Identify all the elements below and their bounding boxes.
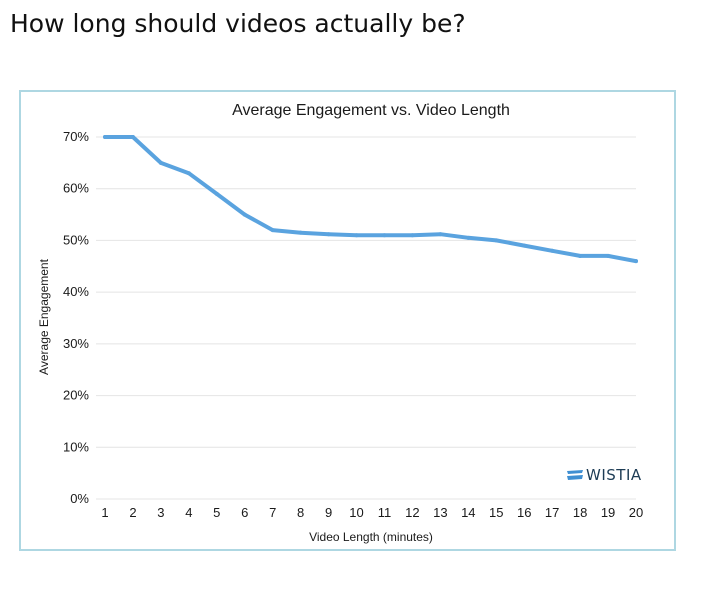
x-tick-label: 18 xyxy=(573,505,587,520)
data-point xyxy=(186,171,191,176)
data-point xyxy=(326,232,331,237)
x-tick-label: 2 xyxy=(129,505,136,520)
data-point xyxy=(130,135,135,139)
page-heading: How long should videos actually be? xyxy=(10,9,466,38)
x-tick-label: 5 xyxy=(213,505,220,520)
y-axis-label: Average Engagement xyxy=(37,258,51,375)
data-point xyxy=(354,233,359,238)
series-layer xyxy=(103,135,638,264)
x-tick-label: 8 xyxy=(297,505,304,520)
x-tick-label: 17 xyxy=(545,505,559,520)
data-point xyxy=(382,233,387,238)
x-tick-label: 19 xyxy=(601,505,615,520)
x-tick-label: 20 xyxy=(629,505,643,520)
chart-frame xyxy=(19,90,676,551)
data-point xyxy=(214,191,219,196)
y-tick-label: 40% xyxy=(63,284,89,299)
x-axis-label: Video Length (minutes) xyxy=(309,530,433,544)
data-point xyxy=(578,253,583,258)
x-tick-label: 7 xyxy=(269,505,276,520)
x-tick-label: 13 xyxy=(433,505,447,520)
y-tick-label: 0% xyxy=(70,491,89,506)
data-point xyxy=(550,248,555,253)
y-tick-labels: 0% 10% 20% 30% 40% 50% 60% 70% xyxy=(63,129,89,506)
grid-lines xyxy=(96,136,636,500)
data-point xyxy=(298,230,303,235)
x-tick-label: 11 xyxy=(378,505,392,520)
data-point xyxy=(103,135,107,139)
wistia-watermark: WISTIA xyxy=(566,466,642,484)
x-tick-label: 1 xyxy=(101,505,108,520)
x-tick-label: 3 xyxy=(157,505,164,520)
wistia-logo-text: WISTIA xyxy=(586,466,642,484)
data-point xyxy=(410,233,415,238)
y-tick-label: 50% xyxy=(63,232,89,247)
x-tick-label: 16 xyxy=(517,505,531,520)
data-point xyxy=(466,235,471,240)
x-tick-label: 4 xyxy=(185,505,192,520)
x-tick-label: 15 xyxy=(489,505,503,520)
y-tick-label: 70% xyxy=(63,129,89,144)
data-point xyxy=(522,243,527,248)
data-point xyxy=(606,253,611,258)
data-point xyxy=(634,259,638,264)
y-tick-label: 10% xyxy=(63,439,89,454)
x-tick-label: 14 xyxy=(461,505,475,520)
data-point xyxy=(158,160,163,165)
data-point xyxy=(438,232,443,237)
y-tick-label: 30% xyxy=(63,336,89,351)
x-tick-label: 6 xyxy=(241,505,248,520)
series-line xyxy=(103,135,638,264)
data-point xyxy=(270,228,275,233)
x-tick-label: 9 xyxy=(325,505,332,520)
wistia-logo-icon xyxy=(567,470,583,480)
x-tick-labels: 1 2 3 4 5 6 7 8 9 10 11 12 13 14 15 16 17 18 19 20 xyxy=(101,505,643,520)
y-tick-label: 20% xyxy=(63,388,89,403)
x-tick-label: 12 xyxy=(405,505,419,520)
data-point xyxy=(494,238,499,243)
y-tick-label: 60% xyxy=(63,181,89,196)
x-tick-label: 10 xyxy=(349,505,363,520)
chart-title: Average Engagement vs. Video Length xyxy=(232,102,510,119)
data-point xyxy=(242,212,247,217)
